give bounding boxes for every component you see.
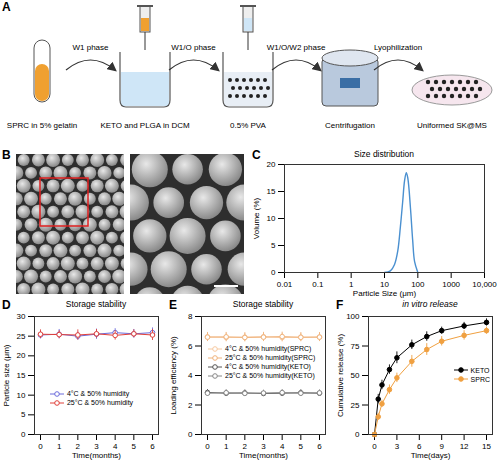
svg-text:0: 0 xyxy=(355,430,360,439)
svg-text:1: 1 xyxy=(224,442,229,451)
html-text:25°C & 50% humidity(SPRC): 25°C & 50% humidity(SPRC) xyxy=(225,354,316,362)
svg-text:1000: 1000 xyxy=(442,280,460,289)
svg-text:5: 5 xyxy=(299,442,304,451)
svg-text:0: 0 xyxy=(21,430,26,439)
html-text:25°C & 50% humidity: 25°C & 50% humidity xyxy=(66,399,134,407)
svg-text:6: 6 xyxy=(188,342,193,351)
svg-text:2: 2 xyxy=(242,442,248,452)
html-text:C: C xyxy=(252,148,261,162)
svg-text:Time(months): Time(months) xyxy=(72,451,121,460)
svg-text:0.01: 0.01 xyxy=(277,280,293,289)
svg-text:100: 100 xyxy=(411,280,425,290)
html-text:SPRC: SPRC xyxy=(470,375,490,383)
svg-text:Loading efficiency (%): Loading efficiency (%) xyxy=(169,336,178,415)
svg-text:75: 75 xyxy=(351,342,360,351)
svg-text:10: 10 xyxy=(380,280,389,290)
svg-text:6: 6 xyxy=(150,442,155,451)
svg-text:Centrifugation: Centrifugation xyxy=(325,121,375,130)
html-text:F: F xyxy=(336,298,344,312)
svg-text:0: 0 xyxy=(205,442,210,451)
svg-text:KETO and PLGA in DCM: KETO and PLGA in DCM xyxy=(100,121,190,130)
svg-text:2: 2 xyxy=(75,442,81,452)
svg-text:20: 20 xyxy=(17,351,26,360)
svg-text:4: 4 xyxy=(188,371,193,380)
html-text:D: D xyxy=(2,298,11,312)
svg-text:15: 15 xyxy=(482,442,491,451)
svg-text:Particle Size (μm): Particle Size (μm) xyxy=(353,289,417,298)
svg-text:3: 3 xyxy=(261,442,266,452)
html-text:E: E xyxy=(169,298,177,312)
svg-text:3: 3 xyxy=(395,442,400,451)
svg-text:Time(months): Time(months) xyxy=(239,451,288,460)
svg-text:SPRC in 5% gelatin: SPRC in 5% gelatin xyxy=(7,121,77,130)
html-text:B: B xyxy=(2,148,11,162)
svg-text:5: 5 xyxy=(132,442,137,451)
svg-text:10: 10 xyxy=(17,391,26,400)
svg-text:1: 1 xyxy=(348,280,354,290)
svg-text:100: 100 xyxy=(346,312,360,321)
svg-text:Time(days): Time(days) xyxy=(411,451,451,460)
html-text:Size distribution: Size distribution xyxy=(354,149,414,159)
svg-text:W1 phase: W1 phase xyxy=(72,43,109,52)
svg-text:0: 0 xyxy=(372,442,377,451)
svg-text:2: 2 xyxy=(188,401,193,410)
html-text:25°C & 50% humidity(KETO): 25°C & 50% humidity(KETO) xyxy=(225,372,315,380)
svg-text:0: 0 xyxy=(188,430,193,439)
svg-text:8: 8 xyxy=(188,312,193,321)
svg-text:6: 6 xyxy=(317,442,322,451)
svg-text:0.5% PVA: 0.5% PVA xyxy=(230,121,267,130)
svg-text:15: 15 xyxy=(267,187,276,196)
svg-text:12: 12 xyxy=(460,442,469,451)
svg-text:1: 1 xyxy=(57,442,62,451)
svg-text:W1/O/W2 phase: W1/O/W2 phase xyxy=(267,43,326,52)
html-text:KETO: KETO xyxy=(470,366,490,374)
html-text:4°C & 50% humidity(SPRC): 4°C & 50% humidity(SPRC) xyxy=(225,345,312,353)
svg-text:Particle size (μm): Particle size (μm) xyxy=(2,344,11,406)
svg-text:25: 25 xyxy=(17,332,26,341)
svg-text:10,000: 10,000 xyxy=(472,280,497,289)
html-text:in vitro release: in vitro release xyxy=(402,299,458,309)
svg-text:15: 15 xyxy=(17,371,26,380)
svg-text:50: 50 xyxy=(351,371,360,380)
svg-text:20: 20 xyxy=(267,160,276,169)
svg-text:0: 0 xyxy=(271,268,276,277)
svg-text:9: 9 xyxy=(439,442,444,452)
svg-text:4: 4 xyxy=(279,442,285,452)
svg-text:0: 0 xyxy=(38,442,43,451)
svg-text:W1/O phase: W1/O phase xyxy=(171,43,216,52)
svg-text:Uniformed SK@MS: Uniformed SK@MS xyxy=(417,121,487,130)
svg-text:10: 10 xyxy=(267,214,276,223)
html-text:Storage stability: Storage stability xyxy=(232,299,294,309)
svg-text:5: 5 xyxy=(271,241,276,250)
svg-text:25: 25 xyxy=(351,401,360,410)
html-text:Storage stability: Storage stability xyxy=(65,299,127,309)
svg-text:6: 6 xyxy=(417,442,422,452)
html-text:A: A xyxy=(2,0,11,14)
svg-text:Cumulative release (%): Cumulative release (%) xyxy=(336,334,345,417)
svg-text:5: 5 xyxy=(21,410,26,419)
svg-text:30: 30 xyxy=(17,312,26,321)
svg-text:Lyophilization: Lyophilization xyxy=(374,43,422,52)
html-text:4°C & 50% humidity(KETO): 4°C & 50% humidity(KETO) xyxy=(225,363,311,371)
svg-text:4: 4 xyxy=(112,442,118,452)
svg-text:0.1: 0.1 xyxy=(312,280,324,289)
svg-text:Volume (%): Volume (%) xyxy=(252,197,261,239)
svg-text:3: 3 xyxy=(94,442,99,452)
html-text:4°C & 50% humidity: 4°C & 50% humidity xyxy=(66,390,130,398)
